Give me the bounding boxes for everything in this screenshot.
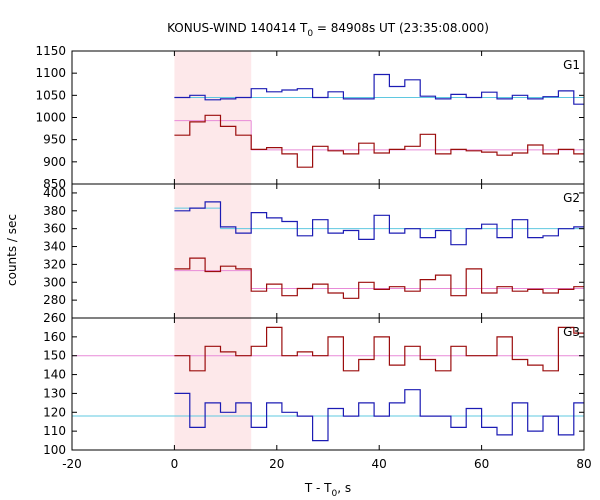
y-tick-label: 1100	[35, 66, 66, 80]
highlight-band	[174, 51, 252, 184]
x-tick-label: 20	[269, 457, 284, 471]
series-red	[174, 257, 584, 299]
panel-frame	[71, 183, 585, 319]
panel-label: G1	[563, 58, 580, 72]
y-tick-label: 380	[43, 204, 66, 218]
chart-title: KONUS-WIND 140414 T0 = 84908s UT (23:35:…	[167, 21, 489, 39]
series-blue	[174, 201, 584, 246]
y-tick-label: 140	[43, 368, 66, 382]
series-blue	[174, 73, 584, 105]
chart-title-subscript: 0	[307, 29, 313, 39]
panel-g1: 850 900 950 1000 1050 1100 1150 G1	[35, 44, 585, 191]
y-tick-label: 110	[43, 424, 66, 438]
y-tick-label: 1150	[35, 44, 66, 58]
y-tick-label: 300	[43, 275, 66, 289]
plot-area: 8509009501000105011001150G12602803003203…	[35, 44, 591, 471]
y-tick-label: 100	[43, 443, 66, 457]
y-tick-label: 400	[43, 186, 66, 200]
chart-title-main: KONUS-WIND 140414 T	[167, 21, 308, 35]
y-tick-label: 280	[43, 293, 66, 307]
panel-frame	[71, 50, 585, 185]
highlight-band	[174, 184, 252, 318]
x-tick-label: 40	[372, 457, 387, 471]
y-tick-label: 360	[43, 222, 66, 236]
y-tick-label: 340	[43, 240, 66, 254]
y-axis-title: counts / sec	[5, 214, 19, 286]
x-tick-label: 0	[171, 457, 179, 471]
panel-g3: 100 110 120 130 140 150 160 G3	[43, 317, 585, 457]
y-tick-label: 120	[43, 405, 66, 419]
x-tick-label: 80	[576, 457, 591, 471]
x-tick-label: -20	[62, 457, 82, 471]
y-tick-label: 1050	[35, 88, 66, 102]
y-tick-label: 950	[43, 133, 66, 147]
panel-label: G2	[563, 191, 580, 205]
panel-label: G3	[563, 325, 580, 339]
highlight-band	[174, 318, 252, 450]
y-tick-label: 1000	[35, 111, 66, 125]
series-red	[174, 114, 584, 168]
y-tick-label: 260	[43, 311, 66, 325]
y-tick-label: 900	[43, 155, 66, 169]
x-axis-title-subscript: 0	[332, 489, 338, 499]
y-tick-label: 130	[43, 386, 66, 400]
x-axis-title-main: T - T	[304, 481, 332, 495]
y-tick-label: 850	[43, 177, 66, 191]
panel-g2: 260 280 300 320 340 360 380 400 G2	[43, 183, 585, 325]
x-axis-title: T - T0, s	[304, 481, 351, 499]
chart-title-rest: = 84908s UT (23:35:08.000)	[313, 21, 489, 35]
x-tick-label: 60	[474, 457, 489, 471]
y-tick-label: 150	[43, 349, 66, 363]
series-red	[174, 326, 584, 372]
x-axis-title-rest: , s	[337, 481, 351, 495]
y-tick-label: 160	[43, 330, 66, 344]
series-blue	[174, 389, 584, 442]
y-tick-label: 320	[43, 257, 66, 271]
panel-frame	[71, 317, 585, 451]
